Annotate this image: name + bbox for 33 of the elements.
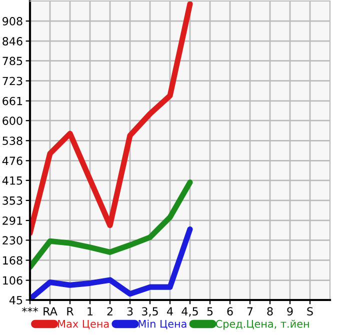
x-tick-label: RA <box>44 307 58 316</box>
x-tick-label: 5 <box>207 307 213 316</box>
y-tick-label: 415 <box>2 176 22 185</box>
x-tick-label: 8 <box>267 307 273 316</box>
y-tick-label: 353 <box>2 196 22 205</box>
y-tick-label: 723 <box>2 76 22 86</box>
y-tick-label: 908 <box>2 17 22 26</box>
y-tick-label: 476 <box>2 156 22 166</box>
x-tick-label: 2 <box>107 307 112 316</box>
x-tick-label: 6 <box>227 307 233 316</box>
x-tick-label: 4,5 <box>182 307 198 317</box>
y-tick-label: 45 <box>9 296 22 304</box>
x-tick-label: S <box>307 307 313 316</box>
y-tick-label: 291 <box>2 216 22 225</box>
legend-label: Max Цена <box>58 320 109 330</box>
y-tick-label: 846 <box>2 37 22 46</box>
y-tick-label: 168 <box>3 256 22 265</box>
legend-label: Сред.Цена, т.йен <box>216 320 309 330</box>
x-tick-label: 9 <box>287 307 293 316</box>
x-tick-label: R <box>67 307 74 316</box>
x-tick-label: *** <box>22 307 38 312</box>
x-tick-label: 1 <box>88 307 93 316</box>
y-tick-label: 661 <box>2 96 22 106</box>
y-tick-label: 538 <box>2 136 22 146</box>
x-tick-label: 7 <box>247 307 253 316</box>
y-tick-label: 106 <box>3 276 22 285</box>
x-tick-label: 3,5 <box>142 307 158 317</box>
x-tick-label: 4 <box>167 307 173 316</box>
y-tick-label: 600 <box>2 116 22 125</box>
x-tick-label: 3 <box>127 307 133 316</box>
y-tick-label: 785 <box>2 56 22 66</box>
legend-label: Min Цена <box>138 320 186 330</box>
y-tick-label: 230 <box>2 236 22 245</box>
